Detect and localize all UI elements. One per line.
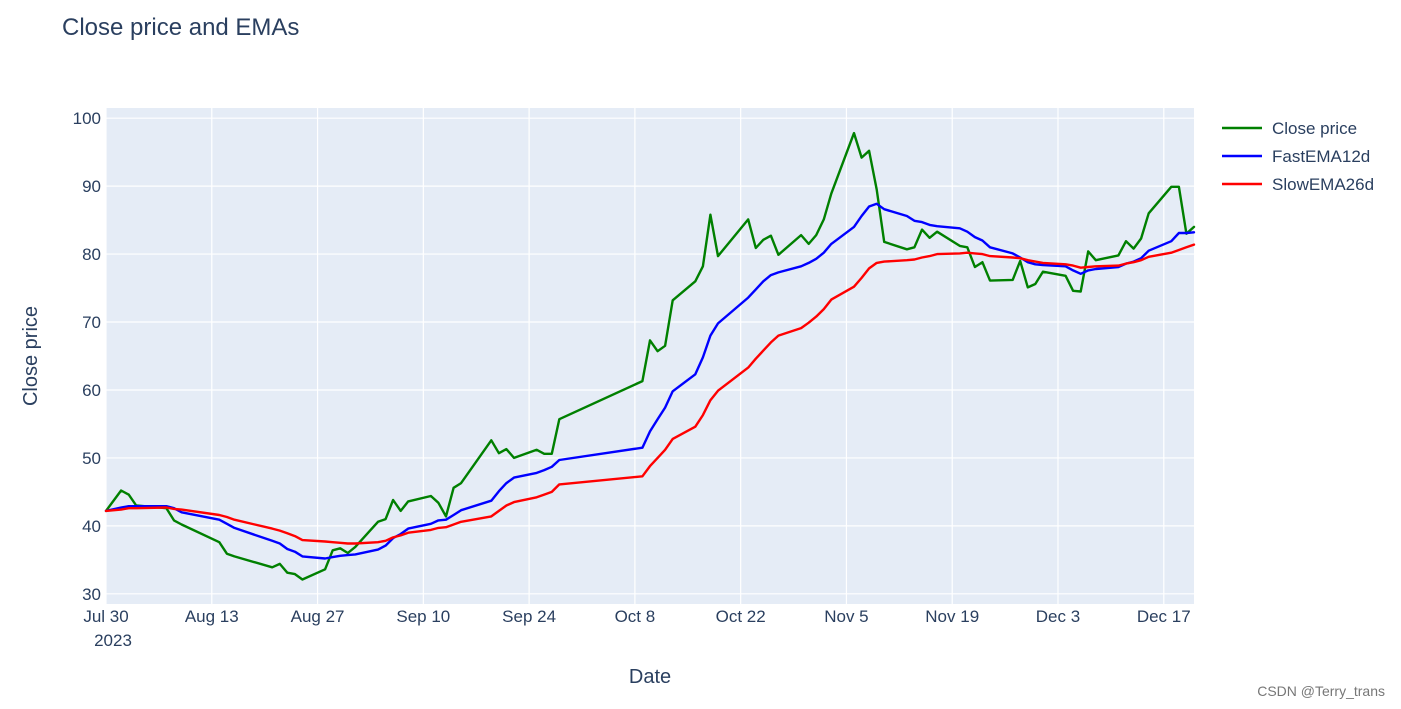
x-tick-label: Nov 5 xyxy=(824,607,868,626)
legend-item-close-price[interactable]: Close price xyxy=(1222,119,1357,138)
x-tick-label: Aug 13 xyxy=(185,607,239,626)
series-line-fastema12d xyxy=(104,202,1196,560)
x-grid xyxy=(105,108,1165,604)
x-tick-label: Aug 27 xyxy=(291,607,345,626)
y-tick-label: 60 xyxy=(82,381,101,400)
legend-item-slowema26d[interactable]: SlowEMA26d xyxy=(1222,175,1374,194)
y-tick-label: 100 xyxy=(73,109,101,128)
y-tick-label: 80 xyxy=(82,245,101,264)
y-axis-ticks: 30 40 50 60 70 80 90 100 xyxy=(73,109,101,604)
y-tick-label: 40 xyxy=(82,517,101,536)
legend-item-fastema12d[interactable]: FastEMA12d xyxy=(1222,147,1370,166)
y-axis-title: Close price xyxy=(20,306,42,406)
x-tick-label: Jul 30 xyxy=(83,607,128,626)
plot-area xyxy=(106,108,1194,604)
y-grid xyxy=(106,117,1194,595)
legend-label: Close price xyxy=(1272,119,1357,138)
chart-title: Close price and EMAs xyxy=(62,14,299,41)
x-tick-sublabel: 2023 xyxy=(94,631,132,650)
series-line-slowema26d xyxy=(104,243,1196,545)
x-axis-title: Date xyxy=(629,666,671,688)
x-tick-label: Oct 22 xyxy=(716,607,766,626)
legend-label: SlowEMA26d xyxy=(1272,175,1374,194)
x-tick-label: Sep 24 xyxy=(502,607,556,626)
series-lines xyxy=(104,131,1196,581)
x-tick-label: Dec 17 xyxy=(1137,607,1191,626)
x-tick-label: Oct 8 xyxy=(615,607,656,626)
x-tick-label: Dec 3 xyxy=(1036,607,1080,626)
legend[interactable]: Close price FastEMA12d SlowEMA26d xyxy=(1222,119,1374,194)
y-tick-label: 30 xyxy=(82,585,101,604)
x-axis-ticks: Jul 30 2023 Aug 13 Aug 27 Sep 10 Sep 24 Oct 8 O… xyxy=(83,607,1190,650)
x-tick-label: Sep 10 xyxy=(396,607,450,626)
series-line-close-price xyxy=(104,131,1196,581)
y-tick-label: 90 xyxy=(82,177,101,196)
legend-label: FastEMA12d xyxy=(1272,147,1370,166)
watermark: CSDN @Terry_trans xyxy=(1257,683,1385,699)
x-tick-label: Nov 19 xyxy=(925,607,979,626)
y-tick-label: 50 xyxy=(82,449,101,468)
y-tick-label: 70 xyxy=(82,313,101,332)
